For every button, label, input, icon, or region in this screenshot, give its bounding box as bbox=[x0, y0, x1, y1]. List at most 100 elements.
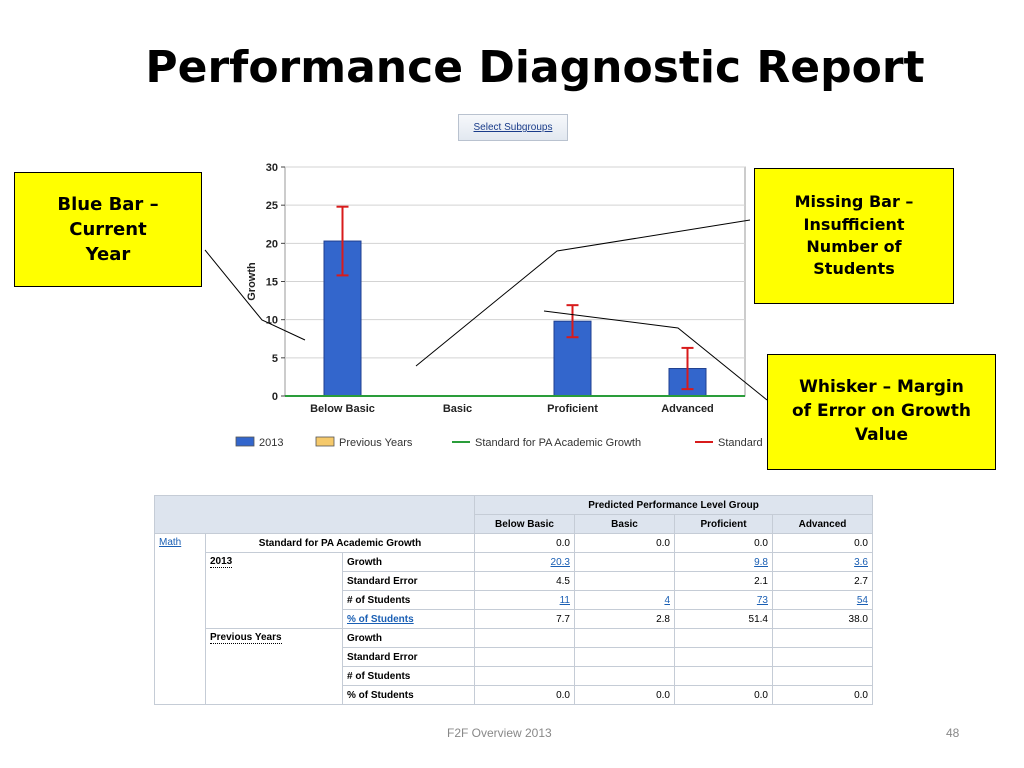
row-label-num-students: # of Students bbox=[342, 590, 475, 610]
table-cell bbox=[674, 628, 773, 648]
y-tick-label: 0 bbox=[272, 391, 278, 403]
y-tick-label: 30 bbox=[266, 162, 278, 174]
standard-row-label: Standard for PA Academic Growth bbox=[205, 533, 475, 553]
x-tick-label: Basic bbox=[443, 403, 472, 415]
legend-swatch bbox=[315, 436, 335, 447]
growth-link-advanced[interactable]: 3.6 bbox=[854, 556, 868, 568]
group-label-previous-years-text: Previous Years bbox=[210, 632, 282, 644]
table-row: Standard Error bbox=[155, 647, 873, 667]
table-row: Math Standard for PA Academic Growth 0.0… bbox=[154, 533, 873, 705]
table-cell: 0.0 bbox=[674, 685, 773, 705]
group-label-2013: 2013 bbox=[205, 552, 343, 629]
table-cell: 73 bbox=[674, 590, 773, 610]
subject-link-math[interactable]: Math bbox=[159, 537, 182, 548]
table-cell: 0.0 bbox=[574, 685, 675, 705]
table-cell: 2.1 bbox=[674, 571, 773, 591]
table-cell: 0.0 bbox=[772, 685, 873, 705]
legend-label: Previous Years bbox=[339, 437, 413, 449]
table-cell: 7.7 bbox=[474, 609, 575, 629]
y-tick-label: 10 bbox=[266, 315, 278, 327]
table-cell bbox=[574, 571, 675, 591]
callout-missing-bar: Missing Bar – Insufficient Number of Stu… bbox=[754, 168, 954, 304]
table-cell: 38.0 bbox=[772, 609, 873, 629]
row-label-num-students: # of Students bbox=[342, 666, 475, 686]
row-label-standard-error: Standard Error bbox=[342, 571, 475, 591]
table-cell: 4 bbox=[574, 590, 675, 610]
table-cell: 2.8 bbox=[574, 609, 675, 629]
growth-link-proficient[interactable]: 9.8 bbox=[754, 556, 768, 568]
y-tick-label: 25 bbox=[266, 200, 278, 212]
row-label-growth: Growth bbox=[342, 552, 475, 572]
table-cell bbox=[772, 666, 873, 686]
row-label-standard-error: Standard Error bbox=[342, 647, 475, 667]
table-cell bbox=[574, 666, 675, 686]
callout-whisker: Whisker – Margin of Error on Growth Valu… bbox=[767, 354, 996, 470]
table-cell bbox=[474, 666, 575, 686]
legend-label: Standard bbox=[718, 437, 763, 449]
pct-students-link[interactable]: % of Students bbox=[347, 613, 414, 625]
subject-cell: Math bbox=[154, 533, 206, 705]
footer-text: F2F Overview 2013 bbox=[447, 726, 552, 740]
table-cell bbox=[574, 552, 675, 572]
table-cell: 2.7 bbox=[772, 571, 873, 591]
table-cell bbox=[772, 628, 873, 648]
page-title: Performance Diagnostic Report bbox=[145, 42, 925, 93]
y-axis-label: Growth bbox=[246, 262, 258, 301]
table-cell bbox=[772, 647, 873, 667]
col-header-below-basic: Below Basic bbox=[474, 514, 575, 534]
x-tick-label: Advanced bbox=[661, 403, 714, 415]
predicted-level-group-header: Predicted Performance Level Group bbox=[474, 495, 873, 515]
table-cell: 0.0 bbox=[772, 533, 873, 553]
table-cell: 11 bbox=[474, 590, 575, 610]
table-row: Previous Years Growth bbox=[155, 628, 873, 705]
x-tick-label: Below Basic bbox=[310, 403, 375, 415]
students-link-below-basic[interactable]: 11 bbox=[559, 594, 570, 606]
group-label-2013-text: 2013 bbox=[210, 556, 233, 568]
y-tick-label: 5 bbox=[272, 353, 278, 365]
table-row: 2013 Growth 20.3 9.8 3.6 bbox=[155, 552, 873, 629]
select-subgroups-button[interactable]: Select Subgroups bbox=[458, 114, 568, 141]
group-label-previous-years: Previous Years bbox=[205, 628, 343, 705]
table-row: % of Students 0.0 0.0 0.0 0.0 bbox=[155, 685, 873, 705]
table-cell: 3.6 bbox=[772, 552, 873, 572]
table-cell bbox=[674, 647, 773, 667]
table-cell: 51.4 bbox=[674, 609, 773, 629]
table-row: Standard Error 4.5 2.1 2.7 bbox=[155, 571, 873, 591]
legend-label: Standard for PA Academic Growth bbox=[475, 437, 641, 449]
students-link-basic[interactable]: 4 bbox=[664, 594, 670, 606]
table-row: % of Students 7.7 2.8 51.4 38.0 bbox=[155, 609, 873, 629]
col-header-basic: Basic bbox=[574, 514, 675, 534]
legend-label: 2013 bbox=[259, 437, 283, 449]
row-label-growth: Growth bbox=[342, 628, 475, 648]
legend-swatch bbox=[235, 436, 255, 447]
table-cell bbox=[674, 666, 773, 686]
table-cell: 0.0 bbox=[474, 533, 575, 553]
page-number: 48 bbox=[946, 726, 960, 740]
x-tick-label: Proficient bbox=[547, 403, 598, 415]
table-corner bbox=[154, 495, 475, 534]
table-cell bbox=[574, 647, 675, 667]
table-cell: 9.8 bbox=[674, 552, 773, 572]
table-cell: 4.5 bbox=[474, 571, 575, 591]
callout-blue-bar: Blue Bar – Current Year bbox=[14, 172, 202, 287]
y-tick-label: 15 bbox=[266, 277, 278, 289]
growth-link-below-basic[interactable]: 20.3 bbox=[550, 556, 570, 568]
table-cell: 0.0 bbox=[574, 533, 675, 553]
y-tick-label: 20 bbox=[266, 238, 278, 250]
students-link-proficient[interactable]: 73 bbox=[756, 594, 768, 606]
table-cell bbox=[474, 647, 575, 667]
performance-table: Predicted Performance Level Group Below … bbox=[154, 495, 873, 705]
table-cell bbox=[474, 628, 575, 648]
row-label-pct-students: % of Students bbox=[342, 685, 475, 705]
table-cell: 54 bbox=[772, 590, 873, 610]
row-label-pct-students: % of Students bbox=[342, 609, 475, 629]
col-header-proficient: Proficient bbox=[674, 514, 773, 534]
students-link-advanced[interactable]: 54 bbox=[856, 594, 868, 606]
growth-chart: 0 5 10 15 20 25 30 Growth Below Basic Basic Profic… bbox=[235, 162, 763, 449]
table-cell: 20.3 bbox=[474, 552, 575, 572]
table-cell: 0.0 bbox=[674, 533, 773, 553]
col-header-advanced: Advanced bbox=[772, 514, 873, 534]
table-cell: 0.0 bbox=[474, 685, 575, 705]
table-cell bbox=[574, 628, 675, 648]
table-row: # of Students 11 4 73 54 bbox=[155, 590, 873, 610]
